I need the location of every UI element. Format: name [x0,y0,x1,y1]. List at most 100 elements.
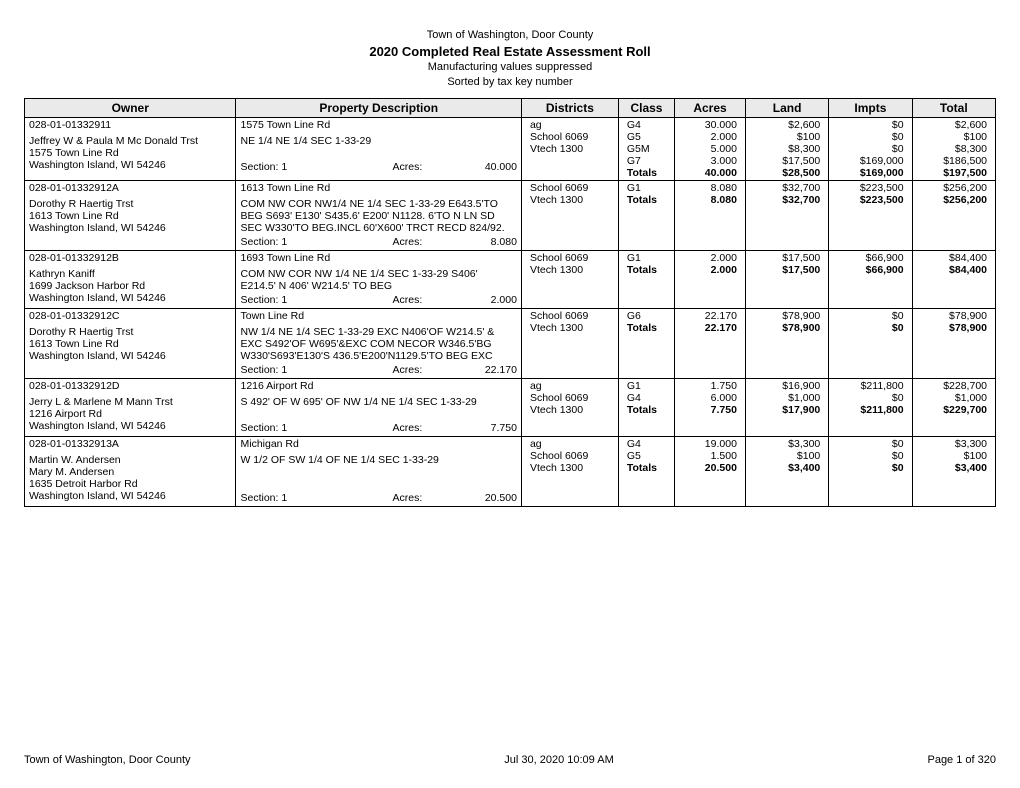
owner-line: Washington Island, WI 54246 [29,490,231,502]
property-record: 028-01-01332913AMartin W. AndersenMary M… [25,437,996,507]
totals-label: Totals [623,322,670,334]
situs-address: 1575 Town Line Rd [240,119,516,131]
value-cell: 6.000 [679,392,741,404]
district-line: ag [526,438,614,450]
table-header-row: Owner Property Description Districts Cla… [25,99,996,118]
district-line: Vtech 1300 [526,143,614,155]
value-cell: $78,900 [917,310,991,322]
class-code: G7 [623,155,670,167]
district-line: ag [526,380,614,392]
totals-value: $211,800 [833,404,907,416]
class-code: G4 [623,438,670,450]
section-acres: Section: 1Acres:22.170 [236,363,520,378]
district-line: Vtech 1300 [526,322,614,334]
district-line: School 6069 [526,252,614,264]
parcel-id: 028-01-01332912A [29,182,231,194]
totals-label: Totals [623,462,670,474]
value-cell: 5.000 [679,143,741,155]
owner-line: Dorothy R Haertig Trst [29,326,231,338]
value-cell: $223,500 [833,182,907,194]
district-line: Vtech 1300 [526,404,614,416]
totals-label: Totals [623,194,670,206]
section-acres: Section: 1Acres:40.000 [236,160,520,175]
value-cell: 3.000 [679,155,741,167]
value-cell: $66,900 [833,252,907,264]
col-owner: Owner [25,99,236,118]
owner-line: Dorothy R Haertig Trst [29,198,231,210]
class-code: G1 [623,182,670,194]
totals-value: $0 [833,322,907,334]
totals-value: 40.000 [679,167,741,179]
footer-right: Page 1 of 320 [927,754,996,766]
value-cell: $0 [833,450,907,462]
class-code: G4 [623,392,670,404]
header-line4: Sorted by tax key number [24,75,996,90]
totals-value: $32,700 [750,194,824,206]
owner-line: Washington Island, WI 54246 [29,222,231,234]
district-line: School 6069 [526,310,614,322]
situs-address: Town Line Rd [240,310,516,322]
totals-value: 20.500 [679,462,741,474]
district-line: ag [526,119,614,131]
value-cell: 22.170 [679,310,741,322]
district-line: Vtech 1300 [526,194,614,206]
class-code: G5 [623,450,670,462]
value-cell: 19.000 [679,438,741,450]
totals-label: Totals [623,404,670,416]
parcel-id: 028-01-01332911 [29,119,231,131]
value-cell: $0 [833,392,907,404]
property-record: 028-01-01332912C Dorothy R Haertig Trst16… [25,309,996,379]
totals-value: $3,400 [917,462,991,474]
class-code: G4 [623,119,670,131]
parcel-id: 028-01-01332912C [29,310,231,322]
col-total: Total [912,99,995,118]
legal-line: E214.5' N 406' W214.5' TO BEG [240,280,516,292]
class-code: G5 [623,131,670,143]
class-code: G1 [623,252,670,264]
value-cell: $16,900 [750,380,824,392]
legal-line: COM NW COR NW 1/4 NE 1/4 SEC 1-33-29 S40… [240,268,516,280]
owner-line: Washington Island, WI 54246 [29,292,231,304]
value-cell: 8.080 [679,182,741,194]
totals-value: $17,900 [750,404,824,416]
legal-line: BEG S693' E130' S435.6' E200' N1128. 6'T… [240,210,516,222]
value-cell: 1.750 [679,380,741,392]
value-cell: $84,400 [917,252,991,264]
value-cell: $100 [750,131,824,143]
value-cell: $256,200 [917,182,991,194]
situs-address: 1693 Town Line Rd [240,252,516,264]
value-cell: $17,500 [750,155,824,167]
owner-line: Washington Island, WI 54246 [29,420,231,432]
footer-left: Town of Washington, Door County [24,754,191,766]
totals-value: 8.080 [679,194,741,206]
owner-line: Washington Island, WI 54246 [29,350,231,362]
value-cell: $8,300 [917,143,991,155]
section-acres: Section: 1Acres:8.080 [236,235,520,250]
owner-line: 1613 Town Line Rd [29,210,231,222]
owner-line: 1613 Town Line Rd [29,338,231,350]
legal-line: EXC S492'OF W695'&EXC COM NECOR W346.5'B… [240,338,516,350]
owner-line: 1216 Airport Rd [29,408,231,420]
property-record: 028-01-01332912DJerry L & Marlene M Mann… [25,379,996,437]
value-cell: $0 [833,438,907,450]
value-cell: $17,500 [750,252,824,264]
value-cell: $228,700 [917,380,991,392]
value-cell: $186,500 [917,155,991,167]
owner-line: Kathryn Kaniff [29,268,231,280]
situs-address: 1216 Airport Rd [240,380,516,392]
legal-line: NW 1/4 NE 1/4 SEC 1-33-29 EXC N406'OF W2… [240,326,516,338]
value-cell: $211,800 [833,380,907,392]
class-code: G5M [623,143,670,155]
value-cell: $1,000 [750,392,824,404]
property-record: 028-01-01332912BKathryn Kaniff1699 Jacks… [25,251,996,309]
owner-line: Washington Island, WI 54246 [29,159,231,171]
legal-line: NE 1/4 NE 1/4 SEC 1-33-29 [240,135,516,147]
property-record: 028-01-01332911Jeffrey W & Paula M Mc Do… [25,118,996,181]
legal-line: W330'S693'E130'S 436.5'E200'N1129.5'TO B… [240,350,516,362]
totals-value: 7.750 [679,404,741,416]
district-line: School 6069 [526,131,614,143]
value-cell: $2,600 [917,119,991,131]
class-code: G1 [623,380,670,392]
totals-value: $3,400 [750,462,824,474]
district-line: School 6069 [526,392,614,404]
